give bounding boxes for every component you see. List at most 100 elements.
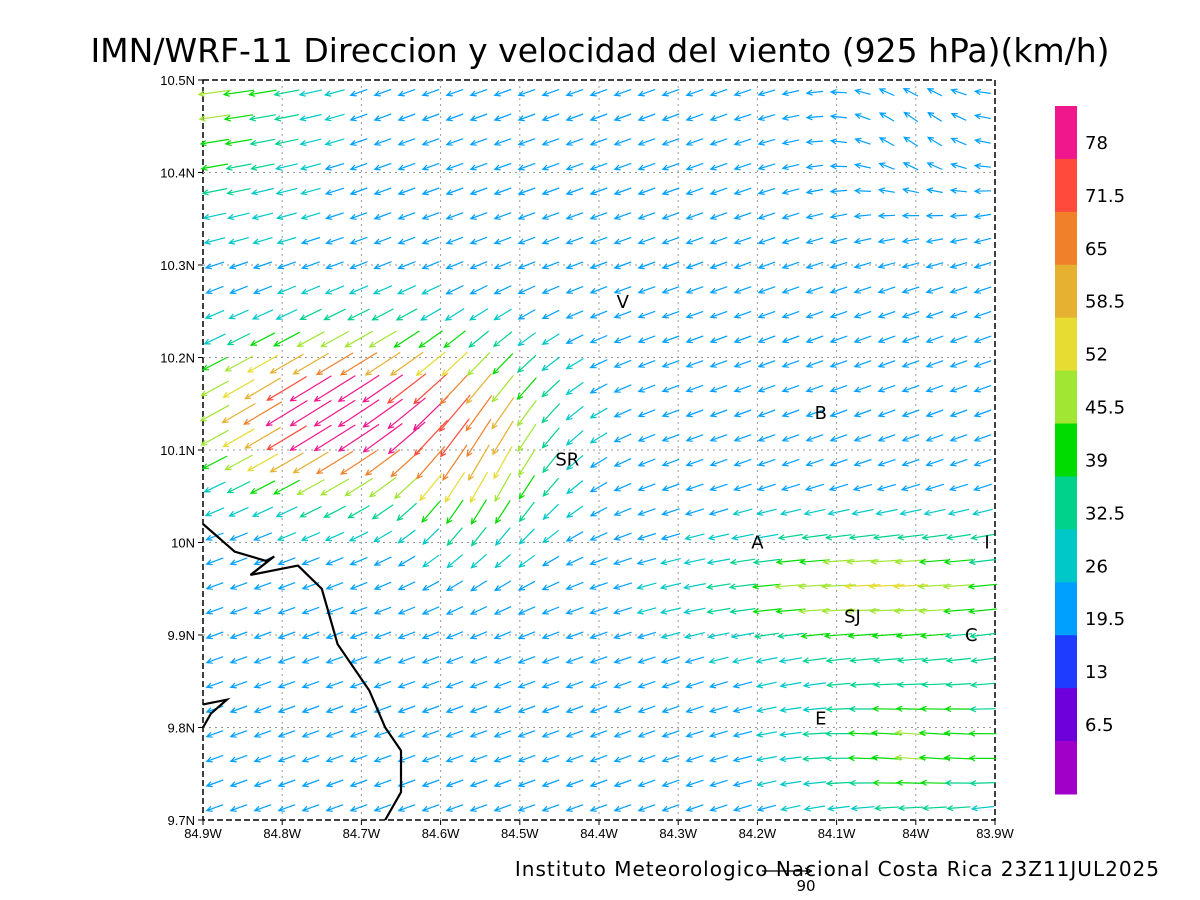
wind-arrow: [299, 308, 322, 320]
wind-arrow: [612, 557, 632, 566]
wind-arrow: [421, 88, 440, 97]
wind-arrow: [467, 444, 490, 481]
wind-arrow: [853, 286, 872, 294]
wind-arrow: [368, 476, 397, 498]
wind-arrow: [949, 237, 968, 245]
wind-arrow: [413, 419, 448, 457]
wind-arrow: [707, 533, 730, 541]
wind-arrow: [685, 483, 704, 492]
wind-arrow: [877, 384, 896, 393]
wind-arrow: [226, 480, 251, 494]
wind-arrow: [441, 351, 469, 377]
wind-arrow: [204, 309, 225, 320]
wind-arrow: [826, 805, 850, 812]
wind-arrow: [589, 532, 608, 541]
wind-arrow: [274, 163, 298, 171]
wind-arrow: [344, 330, 373, 348]
wind-arrow: [589, 138, 608, 146]
wind-arrow: [589, 334, 608, 344]
wind-arrow: [685, 409, 704, 418]
wind-arrow: [733, 261, 752, 270]
wind-arrow: [755, 731, 777, 738]
wind-arrow: [826, 681, 851, 689]
wind-arrow: [756, 483, 776, 492]
wind-arrow: [781, 310, 800, 319]
wind-arrow: [289, 375, 332, 402]
place-label: E: [815, 708, 826, 729]
wind-arrow: [323, 89, 345, 97]
wind-arrow: [967, 608, 997, 615]
wind-arrow: [708, 730, 728, 738]
wind-arrow: [347, 505, 370, 519]
wind-arrow: [829, 360, 848, 368]
wind-arrow: [313, 399, 356, 427]
wind-arrow: [870, 754, 902, 761]
wind-arrow: [517, 656, 536, 664]
wind-arrow: [349, 261, 368, 270]
wind-arrow: [373, 581, 392, 590]
wind-arrow: [637, 236, 656, 245]
place-label: C: [965, 625, 978, 646]
wind-arrow: [926, 162, 943, 171]
wind-arrow: [517, 754, 536, 763]
wind-arrow: [325, 261, 344, 270]
wind-arrow: [349, 730, 368, 738]
wind-arrow: [709, 88, 728, 97]
wind-arrow: [493, 187, 512, 196]
wind-arrow: [469, 804, 488, 812]
coastline-path: [202, 697, 231, 729]
wind-arrow: [637, 705, 656, 714]
wind-arrow: [445, 212, 464, 220]
wind-arrow: [202, 212, 227, 221]
wind-arrow: [778, 731, 802, 738]
wind-arrow: [685, 162, 704, 171]
wind-arrow: [421, 680, 440, 689]
wind-arrow: [368, 330, 397, 348]
wind-arrow: [274, 138, 299, 147]
wind-arrow: [901, 360, 920, 368]
wind-arrow: [313, 375, 356, 402]
wind-arrow: [949, 212, 968, 220]
wind-arrow: [445, 804, 464, 812]
wind-arrow: [589, 407, 608, 419]
wind-arrow: [251, 506, 274, 517]
wind-arrow: [732, 804, 752, 812]
wind-arrow: [870, 729, 902, 737]
wind-arrow: [541, 162, 560, 171]
wind-arrow: [469, 631, 488, 640]
wind-arrow: [973, 237, 992, 245]
wind-arrow: [684, 508, 704, 516]
wind-arrow: [251, 309, 274, 320]
wind-arrow: [709, 286, 728, 294]
wind-arrow: [397, 212, 416, 220]
wind-arrow: [805, 310, 824, 319]
wind-arrow: [517, 680, 536, 689]
wind-arrow: [222, 378, 255, 398]
wind-arrow: [565, 454, 584, 471]
wind-arrow: [275, 187, 298, 196]
wind-arrow: [802, 657, 827, 664]
wind-arrow: [201, 188, 228, 196]
wind-arrow: [445, 730, 464, 738]
wind-arrow: [589, 779, 608, 788]
wind-arrow: [203, 481, 226, 493]
wind-arrow: [803, 508, 826, 516]
wind-arrow: [733, 335, 752, 344]
wind-arrow: [325, 705, 344, 714]
wind-arrow: [757, 89, 776, 97]
wind-arrow: [541, 212, 560, 220]
wind-arrow: [878, 162, 895, 170]
wind-arrow: [800, 632, 829, 639]
wind-arrow: [918, 607, 951, 615]
wind-arrow: [877, 286, 896, 294]
wind-arrow: [877, 310, 896, 319]
wind-arrow: [541, 730, 560, 738]
wind-arrow: [200, 429, 229, 446]
wind-arrow: [300, 531, 321, 542]
wind-arrow: [273, 114, 299, 122]
wind-arrow: [325, 236, 344, 245]
wind-arrow: [973, 162, 991, 170]
y-tick-label: 10.1N: [160, 443, 195, 458]
wind-arrow: [805, 114, 824, 121]
wind-arrow: [200, 380, 229, 397]
